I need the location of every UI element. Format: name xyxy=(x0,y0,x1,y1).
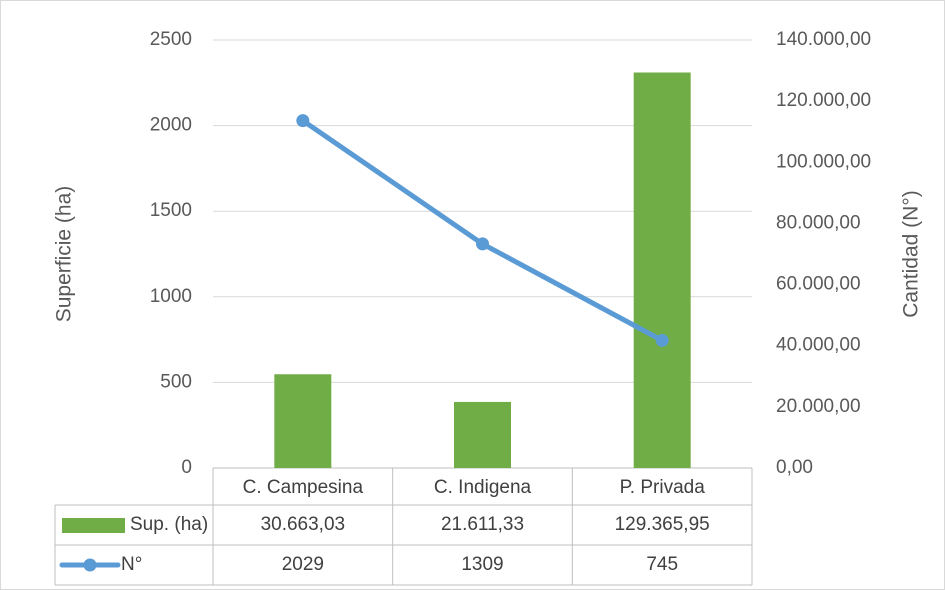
y2-tick-label: 60.000,00 xyxy=(776,274,861,295)
y-tick-label: 1000 xyxy=(150,286,192,307)
table-value: 2029 xyxy=(282,554,324,575)
y-tick-label: 2000 xyxy=(150,115,192,136)
legend-label: N° xyxy=(121,554,142,575)
bar xyxy=(274,374,332,468)
x-tick-label: C. Campesina xyxy=(243,477,364,498)
y-tick-label: 1500 xyxy=(150,200,192,221)
y2-tick-label: 0,00 xyxy=(776,457,813,478)
y2-tick-label: 40.000,00 xyxy=(776,335,861,356)
line-marker xyxy=(476,237,489,251)
x-tick-label: C. Indigena xyxy=(434,477,532,498)
bar xyxy=(633,72,691,468)
y2-tick-label: 80.000,00 xyxy=(776,212,861,233)
y-tick-label: 500 xyxy=(160,371,192,392)
y2-axis-title: Cantidad (N°) xyxy=(900,190,923,317)
legend-key xyxy=(62,518,125,533)
y2-tick-label: 100.000,00 xyxy=(776,151,871,172)
y2-tick-label: 20.000,00 xyxy=(776,396,861,417)
y-tick-label: 0 xyxy=(181,457,192,478)
table-value: 1309 xyxy=(461,554,503,575)
legend-label: Sup. (ha) xyxy=(130,514,208,535)
table-value: 30.663,03 xyxy=(261,514,346,535)
y2-tick-label: 120.000,00 xyxy=(776,90,871,111)
table-value: 129.365,95 xyxy=(615,514,710,535)
table-value: 745 xyxy=(646,554,678,575)
line-marker xyxy=(296,114,310,128)
x-tick-label: P. Privada xyxy=(620,477,706,498)
y-tick-label: 2500 xyxy=(150,29,192,50)
table-value: 21.611,33 xyxy=(441,514,524,535)
y-axis-title: Superficie (ha) xyxy=(53,186,76,323)
y2-tick-label: 140.000,00 xyxy=(776,29,871,50)
line-marker xyxy=(655,333,669,347)
bar xyxy=(454,401,511,468)
legend-key-marker xyxy=(83,558,97,572)
